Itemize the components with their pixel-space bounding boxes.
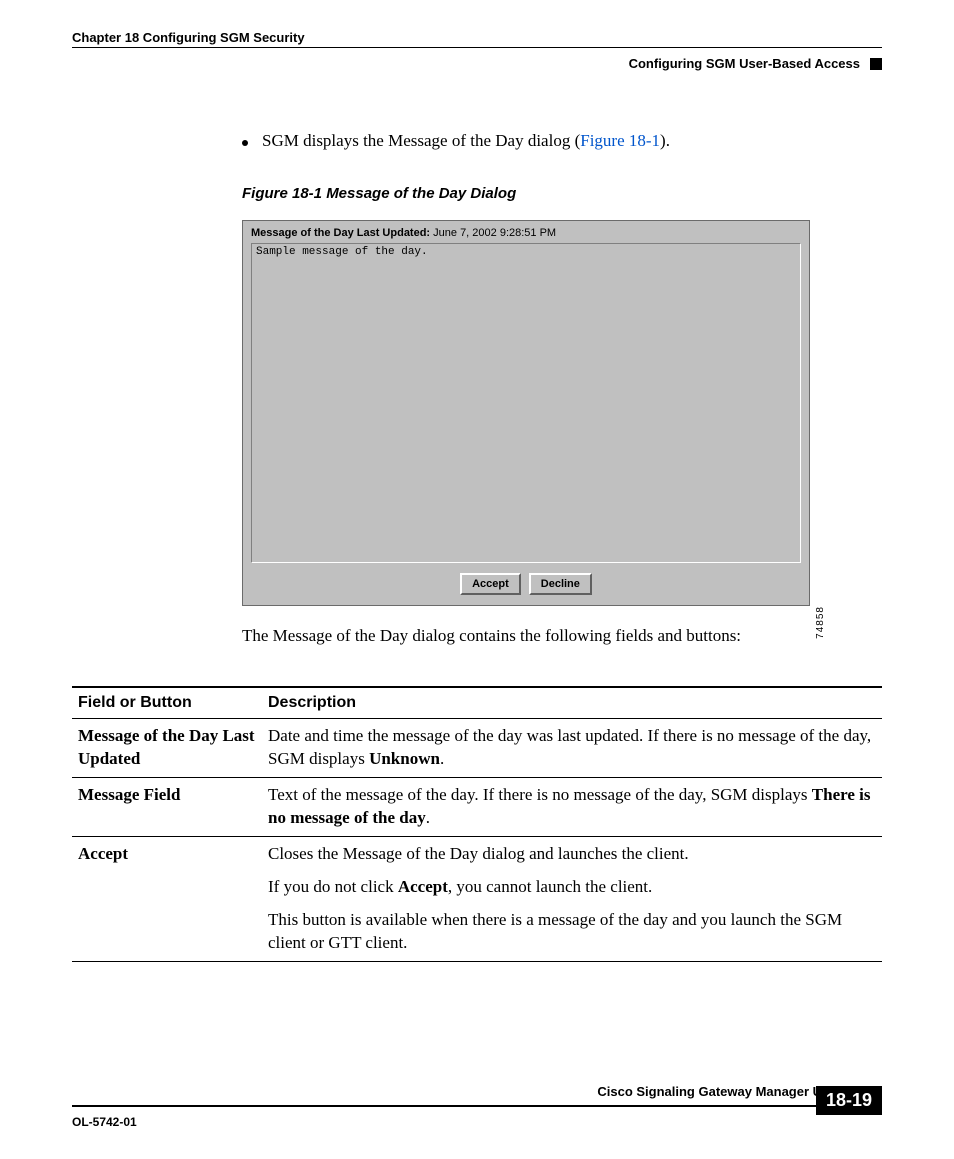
footer-doc-number: OL-5742-01 xyxy=(72,1115,137,1129)
header-square-icon xyxy=(870,58,882,70)
table-row: AcceptCloses the Message of the Day dial… xyxy=(72,836,882,961)
motd-updated-value: June 7, 2002 9:28:51 PM xyxy=(433,227,556,239)
table-header-description: Description xyxy=(262,687,882,719)
motd-message-field: Sample message of the day. xyxy=(251,243,801,563)
header-chapter: Chapter 18 Configuring SGM Security xyxy=(72,30,882,45)
table-cell-field: Message of the Day Last Updated xyxy=(72,719,262,778)
table-cell-field: Accept xyxy=(72,836,262,961)
footer-book-title: Cisco Signaling Gateway Manager User Gui… xyxy=(72,1084,882,1099)
table-row: Message FieldText of the message of the … xyxy=(72,777,882,836)
fields-table: Field or Button Description Message of t… xyxy=(72,686,882,962)
table-cell-description: Date and time the message of the day was… xyxy=(262,719,882,778)
page-footer: Cisco Signaling Gateway Manager User Gui… xyxy=(72,1084,882,1129)
table-cell-field: Message Field xyxy=(72,777,262,836)
motd-updated-label: Message of the Day Last Updated: xyxy=(251,227,430,239)
header-section: Configuring SGM User-Based Access xyxy=(629,56,860,71)
footer-rule xyxy=(72,1105,864,1107)
figure-reference-link[interactable]: Figure 18-1 xyxy=(580,131,660,150)
figure-image-id: 74858 xyxy=(815,606,826,639)
motd-dialog: Message of the Day Last Updated: June 7,… xyxy=(242,220,810,606)
table-row: Message of the Day Last UpdatedDate and … xyxy=(72,719,882,778)
decline-button[interactable]: Decline xyxy=(529,573,592,595)
figure-caption: Figure 18-1 Message of the Day Dialog xyxy=(242,185,882,202)
accept-button[interactable]: Accept xyxy=(460,573,521,595)
table-cell-description: Text of the message of the day. If there… xyxy=(262,777,882,836)
page-number: 18-19 xyxy=(816,1086,882,1115)
bullet-text-pre: SGM displays the Message of the Day dial… xyxy=(262,131,580,150)
bullet-text-post: ). xyxy=(660,131,670,150)
bullet-item: SGM displays the Message of the Day dial… xyxy=(242,131,882,151)
dialog-figure: Message of the Day Last Updated: June 7,… xyxy=(242,220,822,606)
header-rule xyxy=(72,47,882,48)
table-header-field: Field or Button xyxy=(72,687,262,719)
bullet-dot-icon xyxy=(242,140,248,146)
table-cell-description: Closes the Message of the Day dialog and… xyxy=(262,836,882,961)
after-figure-text: The Message of the Day dialog contains t… xyxy=(242,626,882,646)
